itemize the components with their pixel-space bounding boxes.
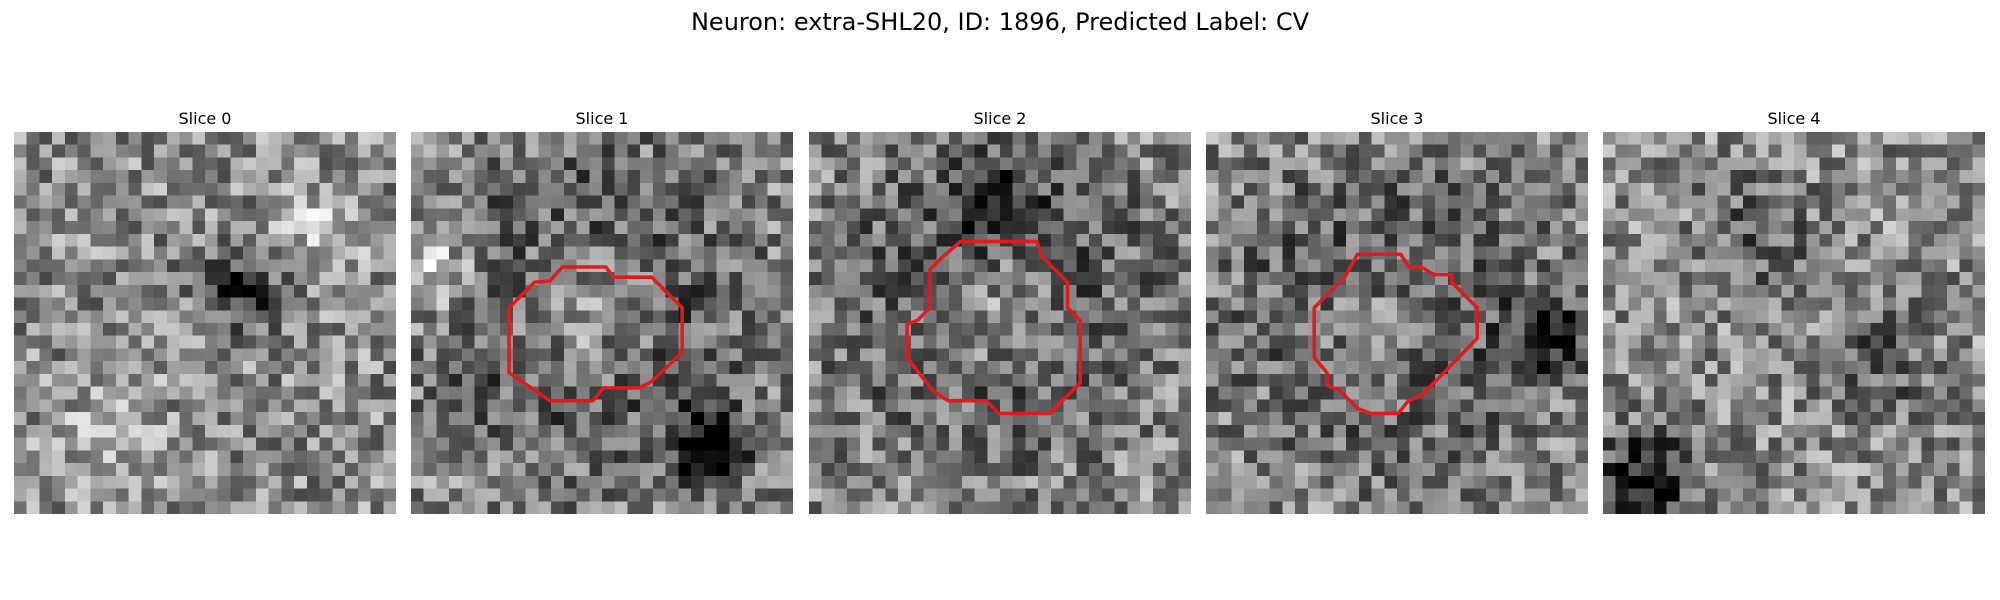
slice-image bbox=[1603, 132, 1985, 514]
grayscale-slice bbox=[14, 132, 396, 514]
slice-title: Slice 1 bbox=[575, 109, 629, 128]
slice-panel-3: Slice 3 bbox=[1206, 108, 1588, 514]
grayscale-slice bbox=[411, 132, 793, 514]
roi-contour bbox=[507, 265, 685, 403]
slice-panel-4: Slice 4 bbox=[1603, 108, 1985, 514]
roi-contour bbox=[905, 239, 1083, 416]
roi-contour bbox=[1312, 252, 1480, 416]
figure-title: Neuron: extra-SHL20, ID: 1896, Predicted… bbox=[690, 8, 1310, 36]
grayscale-slice bbox=[809, 132, 1191, 514]
slice-panel-1: Slice 1 bbox=[411, 108, 793, 514]
slice-panel-0: Slice 0 bbox=[14, 108, 396, 514]
grayscale-slice bbox=[1603, 132, 1985, 514]
slice-title: Slice 0 bbox=[178, 109, 232, 128]
slice-panel-2: Slice 2 bbox=[809, 108, 1191, 514]
grayscale-slice bbox=[1206, 132, 1588, 514]
slice-title: Slice 4 bbox=[1767, 109, 1821, 128]
slice-image bbox=[411, 132, 793, 514]
slice-image bbox=[809, 132, 1191, 514]
slice-title: Slice 3 bbox=[1370, 109, 1424, 128]
slice-title: Slice 2 bbox=[973, 109, 1027, 128]
slice-image bbox=[14, 132, 396, 514]
slice-image bbox=[1206, 132, 1588, 514]
